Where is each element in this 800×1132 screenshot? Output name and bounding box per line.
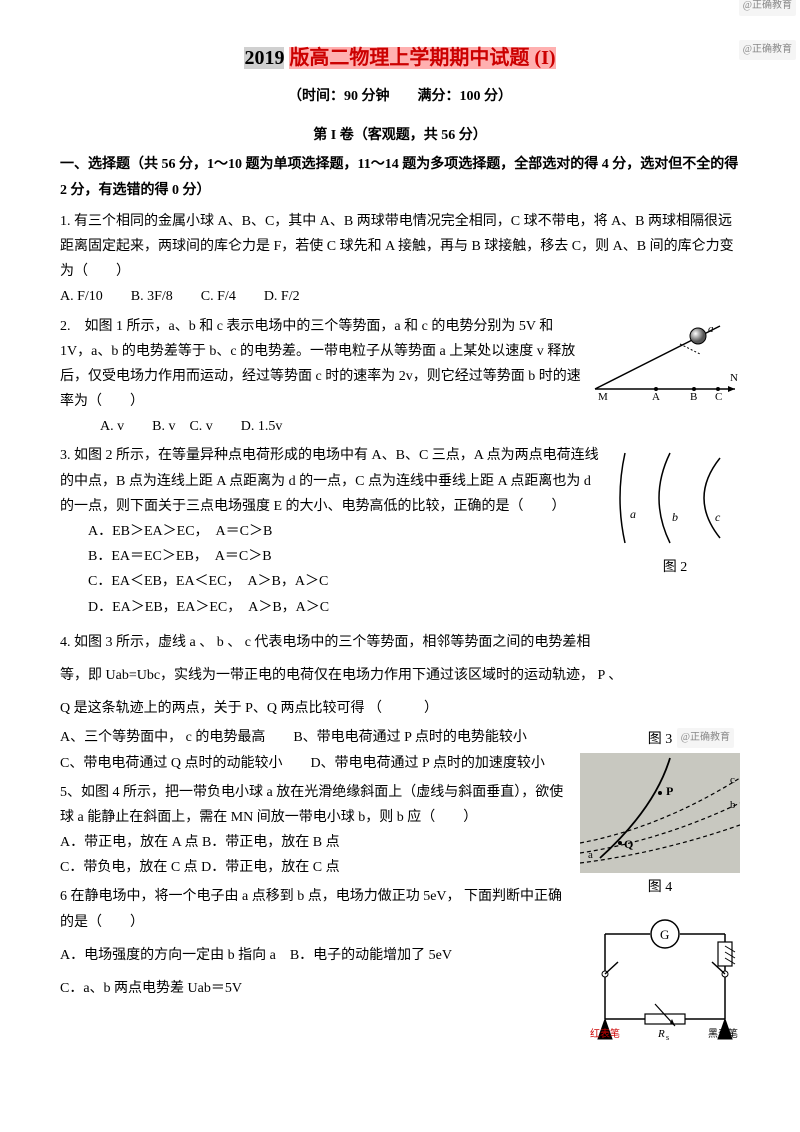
question-3: 3. 如图 2 所示，在等量异种点电荷形成的电场中有 A、B、C 三点，A 点为… — [60, 443, 740, 619]
q4-line2: 等，即 Uab=Ubc，实线为一带正电的电荷仅在电场力作用下通过该区域时的运动轨… — [60, 663, 740, 688]
svg-text:R: R — [657, 1028, 665, 1040]
q5-text: 5、如图 4 所示，把一带负电小球 a 放在光滑绝缘斜面上（虚线与斜面垂直），欲… — [60, 780, 740, 830]
q6-optC: C．a、b 两点电势差 Uab＝5V — [60, 976, 740, 1001]
question-1: 1. 有三个相同的金属小球 A、B、C，其中 A、B 两球带电情况完全相同，C … — [60, 209, 740, 310]
q6-text: 6 在静电场中，将一个电子由 a 点移到 b 点，电场力做正功 5eV， 下面判… — [60, 884, 740, 934]
svg-text:s: s — [666, 1033, 669, 1042]
watermark: @正确教育 — [677, 728, 734, 748]
q1-options: A. F/10 B. 3F/8 C. F/4 D. F/2 — [60, 284, 740, 309]
question-5: 5、如图 4 所示，把一带负电小球 a 放在光滑绝缘斜面上（虚线与斜面垂直），欲… — [60, 780, 740, 881]
watermark: @正确教育 — [739, 0, 796, 16]
q4-line3: Q 是这条轨迹上的两点，关于 P、Q 两点比较可得 （ ） — [60, 696, 740, 721]
q2-text: 2. 如图 1 所示，a、b 和 c 表示电场中的三个等势面，a 和 c 的电势… — [60, 314, 740, 415]
q5-optsCD: C．带负电，放在 C 点 D．带正电，放在 C 点 — [60, 855, 740, 880]
q3-optA: A．EB＞EA＞EC， A＝C＞B — [60, 519, 740, 544]
q4-line1: 4. 如图 3 所示，虚线 a 、 b 、 c 代表电场中的三个等势面，相邻等势… — [60, 630, 740, 655]
question-4: 4. 如图 3 所示，虚线 a 、 b 、 c 代表电场中的三个等势面，相邻等势… — [60, 630, 740, 776]
question-6: 6 在静电场中，将一个电子由 a 点移到 b 点，电场力做正功 5eV， 下面判… — [60, 884, 740, 1001]
section-instructions: 一、选择题（共 56 分，1～10 题为单项选择题，11～14 题为多项选择题，… — [60, 152, 740, 202]
question-2: 2. 如图 1 所示，a、b 和 c 表示电场中的三个等势面，a 和 c 的电势… — [60, 314, 740, 440]
q1-text: 1. 有三个相同的金属小球 A、B、C，其中 A、B 两球带电情况完全相同，C … — [60, 209, 740, 285]
q3-optD: D．EA＞EB，EA＞EC， A＞B，A＞C — [60, 595, 740, 620]
q6-optsAB: A．电场强度的方向一定由 b 指向 a B．电子的动能增加了 5eV — [60, 943, 740, 968]
watermark: @正确教育 — [739, 40, 796, 60]
title-seg2: 版高二物理上学期期中试题 (I) — [289, 47, 555, 69]
svg-text:黑表笔: 黑表笔 — [708, 1027, 738, 1040]
svg-text:红表笔: 红表笔 — [590, 1027, 620, 1040]
section-header: 第 I 卷（客观题，共 56 分） — [60, 123, 740, 148]
q2-options: A. v B. v C. v D. 1.5v — [60, 414, 740, 439]
q3-optC: C．EA＜EB，EA＜EC， A＞B，A＞C — [60, 569, 740, 594]
doc-subtitle: （时间：90 分钟 满分：100 分） — [60, 84, 740, 109]
q3-optB: B．EA＝EC＞EB， A＝C＞B — [60, 544, 740, 569]
q3-text: 3. 如图 2 所示，在等量异种点电荷形成的电场中有 A、B、C 三点，A 点为… — [60, 443, 740, 519]
title-seg1: 2019 — [244, 47, 284, 69]
q5-optsAB: A．带正电，放在 A 点 B．带正电，放在 B 点 — [60, 830, 740, 855]
doc-title: 2019 版高二物理上学期期中试题 (I) — [60, 40, 740, 76]
